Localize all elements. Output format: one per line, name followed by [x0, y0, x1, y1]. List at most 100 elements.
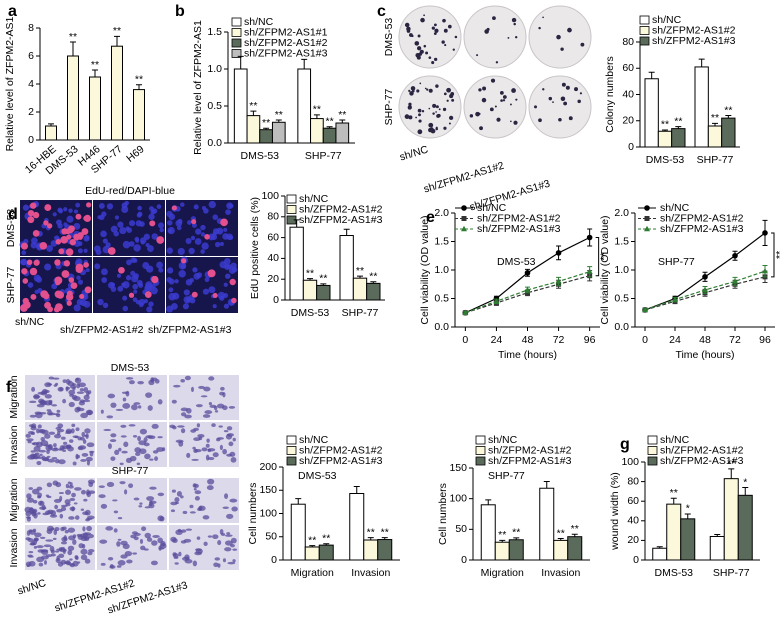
cell [42, 512, 49, 516]
cell [138, 440, 147, 446]
nucleus [77, 241, 83, 247]
colony [558, 117, 562, 122]
y-tick-label: 2 [28, 106, 34, 118]
cell [152, 534, 160, 538]
cell [152, 450, 159, 454]
nucleus [66, 215, 74, 223]
nucleus [151, 284, 156, 289]
cell [86, 525, 93, 532]
edu-nucleus [60, 235, 69, 244]
legend-label: sh/ZFPM2-AS1#1 [244, 26, 328, 38]
x-tick-label: DMS-53 [646, 154, 685, 166]
nucleus [200, 224, 206, 231]
cell [207, 456, 215, 461]
cell [37, 492, 42, 498]
cell [213, 562, 219, 568]
error-bar [92, 69, 98, 77]
edu-nucleus [30, 293, 37, 300]
cell [69, 506, 76, 511]
legend-label: sh/NC [652, 14, 682, 26]
edu-nucleus [144, 291, 152, 299]
nucleus [133, 289, 138, 294]
panel-letter: g [620, 436, 630, 453]
cell [182, 556, 190, 561]
bar [67, 55, 79, 141]
colony [454, 35, 458, 39]
colony [481, 97, 487, 103]
colony [410, 86, 416, 91]
cell [76, 454, 80, 459]
y-tick-label: 0.5 [434, 292, 449, 304]
cell [121, 450, 128, 454]
bar [657, 130, 673, 148]
error-bar [648, 71, 655, 79]
cell [42, 388, 48, 395]
nucleus [201, 206, 207, 211]
cell [216, 437, 221, 442]
cell [154, 456, 159, 461]
nucleus [122, 295, 128, 301]
cell [139, 539, 144, 544]
cell [118, 447, 122, 452]
cell [62, 379, 67, 384]
cell [175, 439, 184, 443]
cell [69, 558, 73, 561]
nucleus [101, 211, 107, 217]
row-label: DMS-53 [5, 209, 17, 248]
bar [508, 539, 524, 561]
colony [490, 78, 496, 83]
nucleus [223, 282, 228, 287]
edu-nucleus [32, 211, 40, 219]
cell [34, 411, 42, 415]
nucleus [132, 283, 139, 290]
cell [196, 423, 201, 428]
nucleus [225, 209, 231, 215]
cell [208, 376, 215, 381]
nucleus [146, 306, 153, 313]
error-bar [275, 119, 282, 123]
cell [63, 441, 68, 445]
marker [672, 296, 678, 302]
error-bar [320, 283, 327, 286]
edu-nucleus [65, 293, 74, 301]
cell [182, 510, 188, 515]
image-title: EdU-red/DAPI-blue [85, 185, 175, 197]
cell [207, 535, 213, 538]
nucleus [159, 227, 164, 233]
cell [122, 543, 130, 550]
legend-swatch [231, 17, 242, 27]
nucleus [131, 275, 139, 283]
cell [47, 410, 53, 416]
y-tick-label: 20 [267, 273, 279, 285]
nucleus [114, 215, 120, 220]
plate-image [463, 75, 527, 139]
cell [26, 564, 30, 568]
colony [431, 61, 435, 65]
panel-letter: c [377, 3, 386, 20]
cell [204, 410, 213, 415]
cell [135, 452, 141, 457]
x-tick-label: 24 [669, 334, 681, 346]
edu-nucleus [58, 248, 65, 255]
cell [75, 556, 79, 560]
colony [510, 103, 512, 106]
cell [72, 539, 77, 545]
nucleus [212, 214, 219, 220]
cell [117, 538, 122, 541]
colony [567, 27, 572, 33]
bar [271, 121, 286, 144]
cell [87, 548, 95, 553]
cell [180, 379, 185, 383]
nucleus [20, 258, 28, 266]
legend-swatch [647, 456, 658, 466]
colony [565, 85, 570, 90]
cell [80, 489, 87, 495]
bar [45, 125, 57, 141]
cell [47, 458, 56, 463]
y-axis-label: Relative level of ZFPM2-AS1 [4, 16, 16, 151]
colony [568, 116, 573, 121]
significance: ** [308, 534, 316, 546]
legend-marker [461, 216, 467, 221]
cell [68, 439, 74, 443]
cell [229, 498, 238, 503]
